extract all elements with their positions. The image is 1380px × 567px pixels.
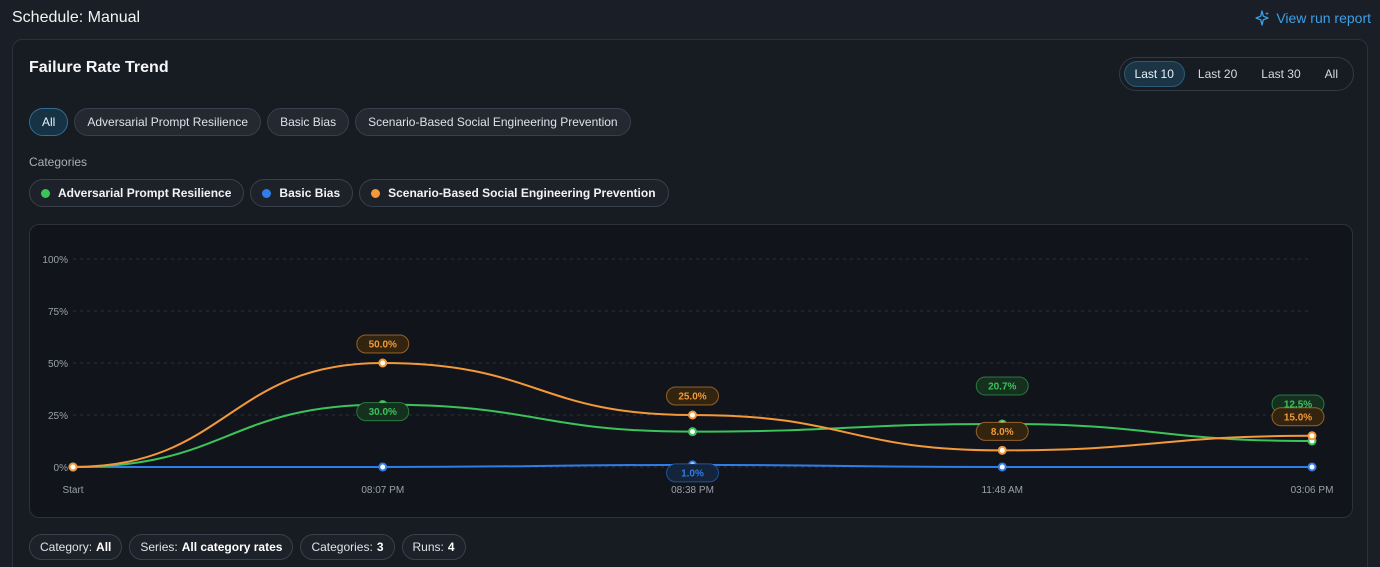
category-filter-row: All Adversarial Prompt Resilience Basic … <box>29 108 631 136</box>
data-point <box>997 462 1007 472</box>
summary-series: Series: All category rates <box>129 534 294 560</box>
data-point <box>378 462 388 472</box>
legend-adversarial-prompt-resilience[interactable]: Adversarial Prompt Resilience <box>29 179 245 207</box>
legend: Adversarial Prompt Resilience Basic Bias… <box>29 179 669 207</box>
y-tick-label: 0% <box>54 463 69 474</box>
data-label: 8.0% <box>991 427 1014 438</box>
summary-categories-value: 3 <box>376 540 384 554</box>
legend-label: Scenario-Based Social Engineering Preven… <box>388 186 656 200</box>
chart-area: 0% 25% 50% 75% 100% Start 08:07 PM 08:38 PM 11:4… <box>29 224 1353 518</box>
summary-row: Category: All Series: All category rates… <box>29 534 466 560</box>
data-label-box <box>356 402 410 422</box>
summary-series-key: Series: <box>140 540 178 554</box>
filter-adversarial-prompt-resilience[interactable]: Adversarial Prompt Resilience <box>74 108 262 136</box>
x-tick-label: 08:07 PM <box>361 485 404 496</box>
legend-basic-bias[interactable]: Basic Bias <box>250 179 354 207</box>
sparkle-icon <box>1255 10 1270 26</box>
data-point <box>688 427 697 437</box>
summary-category-key: Category: <box>40 540 93 554</box>
range-last-10[interactable]: Last 10 <box>1123 61 1185 87</box>
y-tick-label: 25% <box>48 411 68 422</box>
legend-label: Basic Bias <box>279 186 341 200</box>
legend-dot-green <box>41 188 50 198</box>
view-run-report-link[interactable]: View run report <box>1254 10 1371 26</box>
summary-category-value: All <box>96 540 112 554</box>
y-tick-label: 50% <box>48 359 68 370</box>
y-tick-label: 75% <box>48 307 68 318</box>
summary-runs: Runs: 4 <box>401 534 466 560</box>
filter-scenario-based-social-engineering[interactable]: Scenario-Based Social Engineering Preven… <box>355 108 631 136</box>
failure-rate-card: Failure Rate Trend Last 10 Last 20 Last … <box>12 39 1368 567</box>
data-label-box <box>666 386 719 406</box>
range-selector: Last 10 Last 20 Last 30 All <box>1118 57 1354 91</box>
range-last-30[interactable]: Last 30 <box>1261 67 1301 81</box>
failure-rate-chart: 0% 25% 50% 75% 100% Start 08:07 PM 08:38 PM 11:4… <box>42 255 1334 496</box>
data-label: 25.0% <box>678 392 706 403</box>
x-tick-label: 08:38 PM <box>671 485 714 496</box>
legend-label: Adversarial Prompt Resilience <box>58 186 232 200</box>
x-tick-label: 11:48 AM <box>981 485 1023 496</box>
filter-basic-bias[interactable]: Basic Bias <box>267 108 350 136</box>
card-title: Failure Rate Trend <box>29 59 169 76</box>
data-label-box <box>666 463 719 483</box>
data-point <box>68 462 78 472</box>
data-point <box>688 410 697 420</box>
categories-label: Categories <box>29 155 88 169</box>
data-label: 30.0% <box>369 407 397 418</box>
summary-runs-value: 4 <box>447 540 455 554</box>
x-tick-label: Start <box>62 485 83 496</box>
data-label-box <box>356 334 410 354</box>
data-label: 1.0% <box>681 468 704 479</box>
range-all[interactable]: All <box>1324 67 1338 81</box>
y-tick-label: 100% <box>42 255 68 266</box>
data-label-box <box>975 421 1029 441</box>
data-label-box <box>1271 407 1325 427</box>
legend-dot-orange <box>371 188 381 198</box>
legend-scenario-based-social-engineering[interactable]: Scenario-Based Social Engineering Preven… <box>359 179 669 207</box>
data-label-box <box>975 376 1029 396</box>
legend-dot-blue <box>262 188 272 198</box>
filter-all[interactable]: All <box>29 108 69 136</box>
summary-category: Category: All <box>29 534 123 560</box>
summary-categories: Categories: 3 <box>300 534 395 560</box>
data-label: 12.5% <box>1284 400 1312 411</box>
data-label: 15.0% <box>1284 412 1312 423</box>
data-point <box>378 358 388 368</box>
range-last-20[interactable]: Last 20 <box>1197 67 1238 81</box>
data-point <box>997 445 1007 455</box>
data-point <box>1307 462 1317 472</box>
data-point <box>1307 431 1317 441</box>
series-line <box>72 361 1313 468</box>
page-title: Schedule: Manual <box>12 9 141 26</box>
summary-series-value: All category rates <box>181 540 283 554</box>
summary-runs-key: Runs: <box>412 540 444 554</box>
summary-categories-key: Categories: <box>311 540 373 554</box>
view-run-report-label: View run report <box>1276 10 1371 26</box>
data-label: 50.0% <box>369 340 397 351</box>
x-tick-label: 03:06 PM <box>1291 485 1334 496</box>
data-label: 20.7% <box>988 381 1016 392</box>
